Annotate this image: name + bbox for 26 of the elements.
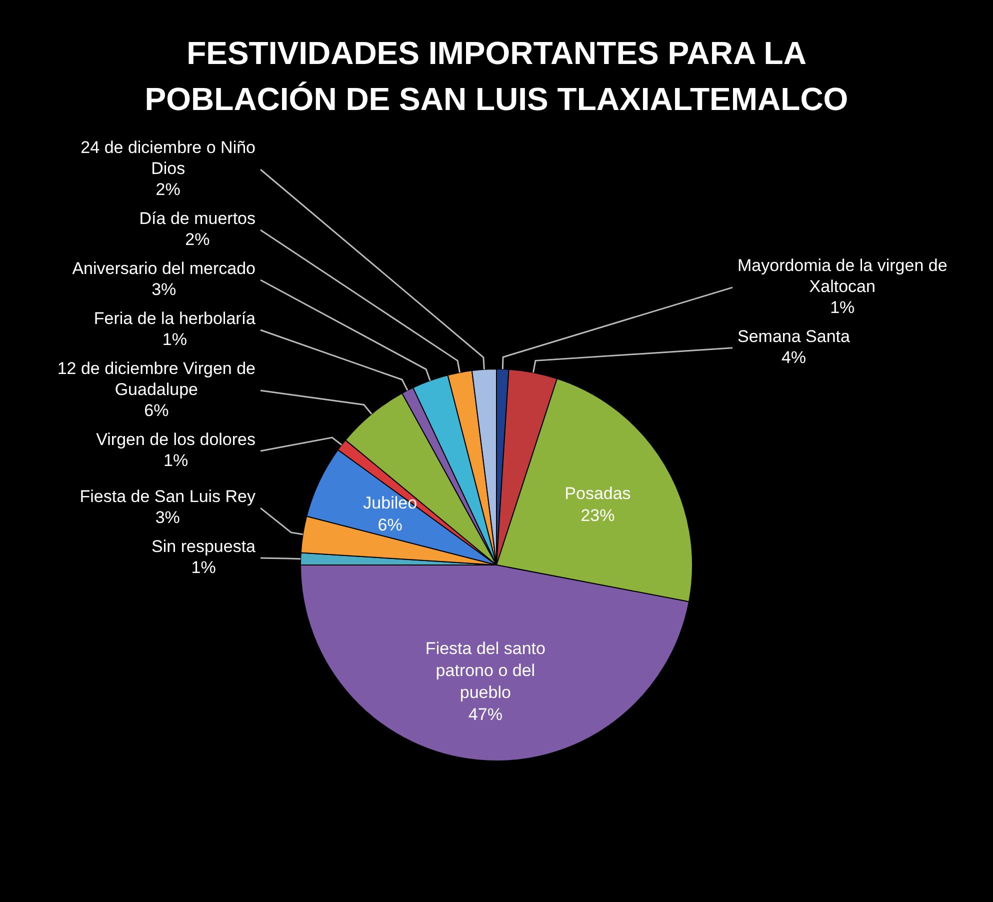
slice-label: Fiesta del santo patrono o del pueblo: [425, 638, 546, 702]
data-label: 47%: [468, 704, 502, 724]
slice-label: Aniversario del mercado: [72, 259, 256, 278]
data-label: 1%: [164, 451, 188, 470]
data-label: 3%: [152, 280, 176, 300]
data-label: 6%: [144, 401, 169, 420]
slice-label: Mayordomia de la virgen de Xaltocan: [738, 256, 948, 296]
slice-label: Fiesta de San Luis Rey: [80, 487, 256, 506]
data-label: 4%: [781, 348, 806, 368]
data-label: 3%: [155, 508, 180, 528]
data-label: 2%: [156, 180, 180, 200]
slice-label: Semana Santa: [738, 327, 851, 346]
data-label: 23%: [580, 506, 615, 525]
chart-title: FESTIVIDADES IMPORTANTES PARA LA POBLACIÓN DE SAN LUIS TLAXIALTEMALCO: [144, 34, 850, 119]
slice-label: Feria de la herbolaría: [94, 309, 256, 328]
data-label: 6%: [378, 516, 402, 535]
slice-label: Día de muertos: [139, 209, 256, 228]
data-label: 1%: [191, 558, 216, 578]
data-label: 1%: [830, 298, 855, 318]
slice-label: 12 de diciembre Virgen de Guadalupe: [57, 359, 256, 400]
slice-label: 24 de diciembre o Niño Dios: [80, 138, 256, 178]
slice-label: Virgen de los dolores: [96, 430, 256, 450]
data-label: 1%: [162, 330, 187, 350]
slice-label: Sin respuesta: [152, 537, 256, 556]
slice-label: Posadas: [564, 484, 631, 503]
data-label: 2%: [185, 230, 210, 250]
